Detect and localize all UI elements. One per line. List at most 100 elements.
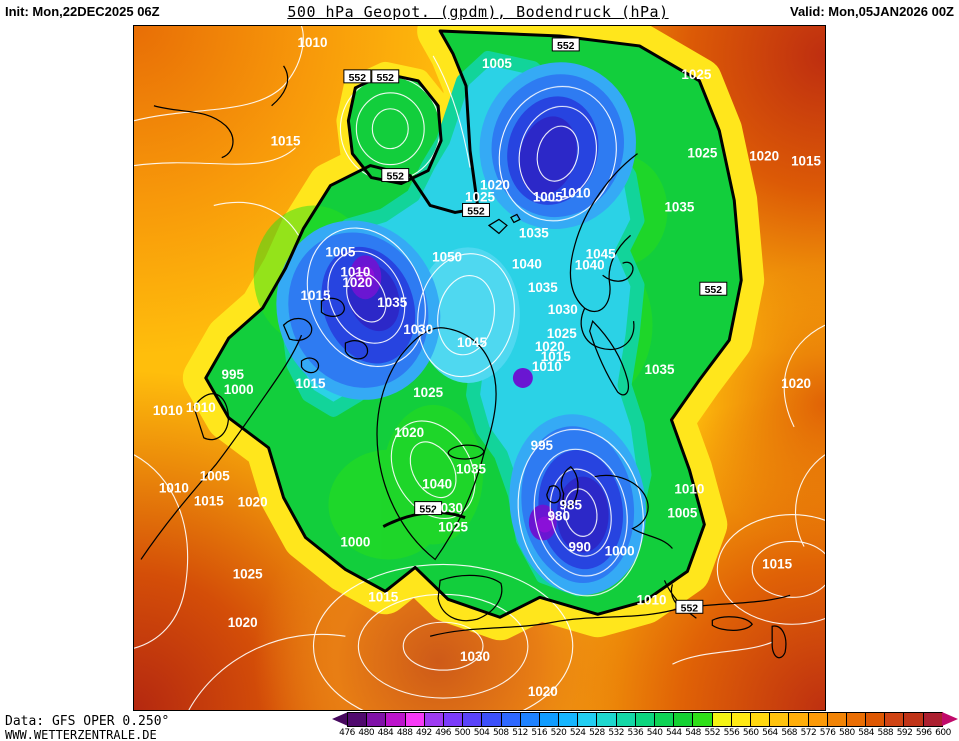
pressure-label: 1045 [457,335,487,350]
pressure-label: 1025 [438,520,468,535]
geopotential-552-box: 552 [462,202,490,217]
pressure-label: 1010 [561,185,591,200]
pressure-label: 1030 [403,322,433,337]
pressure-label: 1040 [512,256,542,271]
pressure-label: 1015 [271,134,301,149]
colorbar-cell [846,713,867,726]
valid-time-label: Valid: Mon,05JAN2026 00Z [789,4,954,19]
colorbar-tick-label: 564 [762,728,778,738]
colorbar-cell [885,713,905,726]
colorbar-tick-label: 496 [435,728,451,738]
colorbar-tick-label: 600 [935,728,951,738]
colorbar-tick-label: 512 [512,728,528,738]
pressure-label: 1015 [194,494,224,509]
geopotential-552-box: 552 [551,37,580,52]
pressure-label: 1000 [224,382,254,397]
geopotential-552-box: 552 [343,69,372,84]
colorbar-tick-label: 480 [358,728,375,738]
colorbar-cell [674,713,694,726]
pressure-label: 1005 [533,189,563,204]
colorbar-cell [463,713,483,726]
pressure-label: 1020 [394,425,424,440]
footer-website: WWW.WETTERZENTRALE.DE [5,728,157,741]
svg-text:552: 552 [349,73,367,84]
colorbar-cell [482,713,502,726]
colorbar-cell [348,713,368,726]
colorbar-tick-label: 508 [492,728,509,738]
pressure-label: 1025 [681,67,711,82]
colorbar-cell [750,713,771,726]
pressure-label: 1035 [519,225,549,240]
colorbar-tick-label: 580 [839,728,855,738]
colorbar-tick-label: 532 [608,728,624,738]
colorbar-tick-label: 556 [723,728,740,738]
pressure-label: 1000 [605,543,635,558]
pressure-label: 1030 [548,302,578,317]
colorbar-cell [578,713,598,726]
colorbar-tick-label: 572 [800,728,817,738]
pressure-label: 1005 [667,506,697,521]
geopotential-552-box: 552 [675,599,704,614]
pressure-label: 995 [531,438,554,453]
svg-text:552: 552 [705,285,723,296]
footer-data-source: Data: GFS OPER 0.250° [5,714,170,729]
pressure-label: 1005 [200,469,230,484]
svg-text:552: 552 [377,73,395,84]
pressure-label: 1015 [301,288,331,303]
colorbar: 476 480 484 488 492 496 500 504 508 512 516 520 524 5… [332,712,958,740]
colorbar-cell [597,713,617,726]
colorbar-cell [501,713,521,726]
colorbar-ticks: 476 480 484 488 492 496 500 504 508 512 516 520 524 5… [339,728,951,739]
pressure-label: 1015 [791,154,821,169]
colorbar-tick-label: 552 [704,728,721,738]
pressure-label: 1010 [674,482,704,497]
pressure-label: 1010 [637,592,667,607]
cold-core-layer [276,50,652,597]
pressure-label: 1035 [377,295,407,310]
colorbar-cell [386,713,406,726]
pressure-label: 1035 [528,280,558,295]
geopotential-552-box: 552 [381,168,410,183]
svg-text:552: 552 [557,41,575,52]
pressure-label: 1020 [749,149,779,164]
pressure-label: 985 [560,498,583,513]
colorbar-cell [635,713,655,726]
colorbar-cell [443,713,464,726]
geopotential-552-box: 552 [414,501,443,516]
colorbar-cell [655,713,675,726]
geopotential-552-labels: 552 552 552 552 552 552 552 552 [343,37,728,614]
colorbar-right-arrow-icon [942,712,958,726]
colorbar-cell [559,713,579,726]
colorbar-tick-label: 588 [877,728,894,738]
colorbar-cells [347,712,943,727]
pressure-label: 1020 [238,495,268,510]
colorbar-cell [405,713,425,726]
geopotential-552-box: 552 [371,69,400,84]
colorbar-tick-label: 540 [646,728,663,738]
colorbar-tick-label: 548 [685,728,701,738]
pressure-label: 1005 [325,244,355,259]
colorbar-tick-label: 584 [858,728,874,738]
colorbar-left-arrow-icon [332,712,348,726]
svg-text:552: 552 [419,505,437,516]
pressure-label: 1040 [422,477,452,492]
pressure-label: 1010 [153,403,183,418]
colorbar-tick-label: 492 [416,728,432,738]
colorbar-cell [712,713,732,726]
colorbar-tick-label: 504 [473,728,490,738]
pressure-label: 980 [548,509,570,524]
weather-map: 552 552 552 552 552 552 552 552 1010 1005 1025 101… [133,25,826,711]
svg-text:552: 552 [681,603,699,614]
colorbar-tick-label: 520 [550,728,567,738]
pressure-label: 1010 [532,359,562,374]
colorbar-tick-label: 592 [896,728,913,738]
pressure-label: 1010 [159,481,189,496]
colorbar-tick-label: 596 [915,728,932,738]
pressure-label: 1020 [535,339,565,354]
pressure-label: 1020 [480,178,510,193]
pressure-label: 1025 [687,146,717,161]
pressure-label: 1040 [575,257,605,272]
pressure-label: 1025 [233,566,263,581]
